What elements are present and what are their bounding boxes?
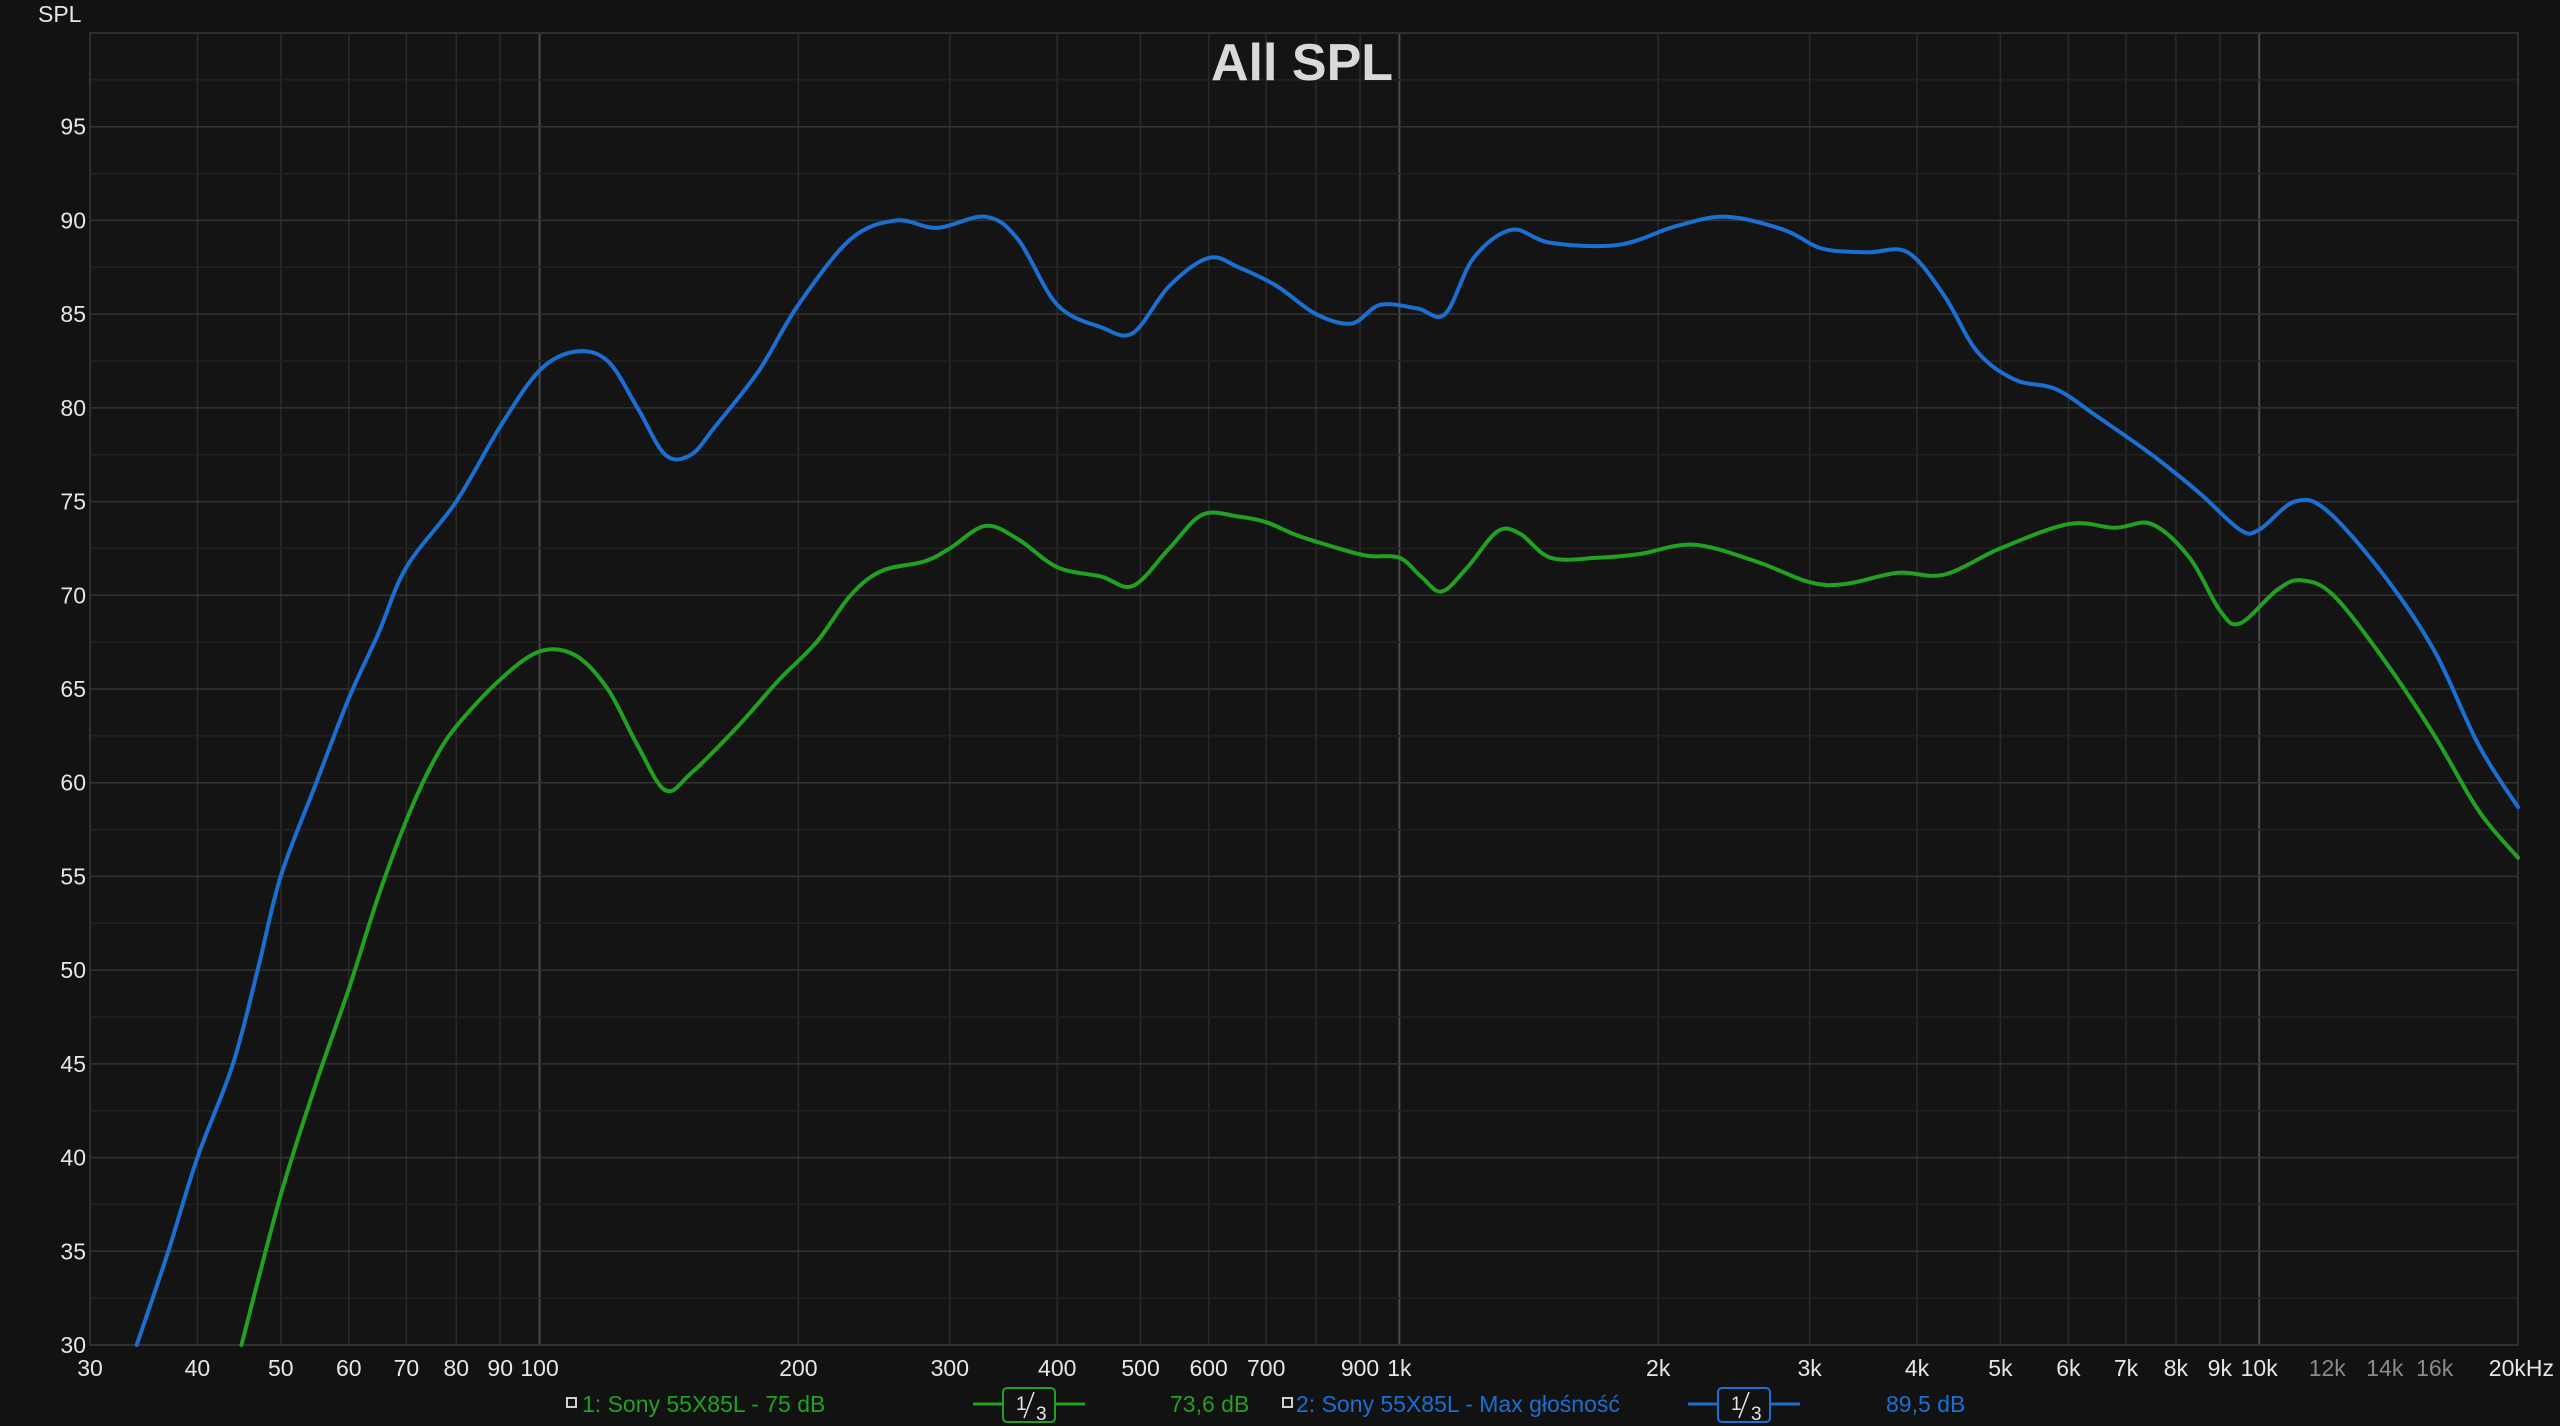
x-tick-label: 30	[77, 1355, 103, 1381]
legend-name-series-2[interactable]: 2: Sony 55X85L - Max głośność	[1296, 1391, 1620, 1417]
x-tick-label: 20kHz	[2489, 1355, 2554, 1381]
x-tick-label: 9k	[2208, 1355, 2233, 1381]
x-tick-label: 900	[1341, 1355, 1379, 1381]
legend-name-series-1[interactable]: 1: Sony 55X85L - 75 dB	[582, 1391, 825, 1417]
x-tick-label: 1k	[1387, 1355, 1412, 1381]
x-tick-label: 400	[1038, 1355, 1076, 1381]
y-tick-label: 35	[60, 1238, 86, 1264]
y-tick-label: 50	[60, 957, 86, 983]
chart-title: All SPL	[1211, 34, 1393, 92]
y-tick-label: 30	[60, 1332, 86, 1358]
x-tick-label: 10k	[2241, 1355, 2279, 1381]
x-tick-label: 600	[1189, 1355, 1227, 1381]
x-tick-label: 50	[268, 1355, 294, 1381]
y-axis-ticks: 30 35 40 45 50 55 60 65 70 75 80 85 90 95	[60, 114, 86, 1358]
series-line-2	[134, 214, 2520, 1347]
y-tick-label: 95	[60, 114, 86, 140]
x-tick-label: 40	[185, 1355, 211, 1381]
x-tick-label: 12k	[2309, 1355, 2347, 1381]
x-tick-label: 70	[394, 1355, 420, 1381]
x-tick-label: 700	[1247, 1355, 1285, 1381]
y-tick-label: 80	[60, 395, 86, 421]
x-tick-label: 500	[1121, 1355, 1159, 1381]
x-tick-label: 6k	[2056, 1355, 2081, 1381]
x-tick-label: 100	[520, 1355, 558, 1381]
legend-checkbox-series-1[interactable]	[566, 1397, 577, 1408]
y-tick-label: 85	[60, 301, 86, 327]
y-tick-label: 40	[60, 1145, 86, 1171]
x-axis-ticks: 30 40 50 60 70 80 90 100 200 300 400 500 600 700 900 1k…	[77, 1355, 2554, 1381]
x-tick-label: 300	[931, 1355, 969, 1381]
x-tick-label: 16k	[2416, 1355, 2454, 1381]
legend: 1: Sony 55X85L - 75 dB 1 3 73,6 dB 2: So…	[566, 1387, 1965, 1425]
legend-smoothing-den-series-1: 3	[1036, 1404, 1047, 1425]
x-tick-label: 80	[443, 1355, 469, 1381]
series-line-1	[239, 510, 2520, 1347]
x-tick-label: 2k	[1646, 1355, 1671, 1381]
grid-lines	[89, 32, 2519, 1346]
x-tick-label: 7k	[2114, 1355, 2139, 1381]
legend-smoothing-num-series-2: 1	[1731, 1394, 1742, 1415]
y-tick-label: 90	[60, 207, 86, 233]
y-tick-label: 70	[60, 582, 86, 608]
x-tick-label: 200	[779, 1355, 817, 1381]
plot-border	[89, 32, 2519, 1346]
legend-value-series-1: 73,6 dB	[1170, 1391, 1249, 1417]
y-tick-label: 45	[60, 1051, 86, 1077]
legend-smoothing-slash-series-1	[1023, 1391, 1035, 1419]
y-tick-label: 60	[60, 770, 86, 796]
legend-value-series-2: 89,5 dB	[1886, 1391, 1965, 1417]
y-tick-label: 75	[60, 489, 86, 515]
x-tick-label: 60	[336, 1355, 362, 1381]
series-lines	[134, 214, 2520, 1347]
legend-smoothing-slash-series-2	[1738, 1391, 1750, 1419]
x-tick-label: 4k	[1905, 1355, 1930, 1381]
legend-smoothing-den-series-2: 3	[1751, 1404, 1762, 1425]
y-tick-label: 65	[60, 676, 86, 702]
legend-entry-series-2[interactable]: 2: Sony 55X85L - Max głośność 1 3 89,5 d…	[1282, 1387, 1965, 1425]
x-tick-label: 8k	[2164, 1355, 2189, 1381]
legend-entry-series-1[interactable]: 1: Sony 55X85L - 75 dB 1 3 73,6 dB	[566, 1387, 1249, 1425]
legend-smoothing-num-series-1: 1	[1016, 1394, 1027, 1415]
y-tick-label: 55	[60, 863, 86, 889]
x-tick-label: 3k	[1797, 1355, 1822, 1381]
x-tick-label: 90	[487, 1355, 513, 1381]
y-axis-label: SPL	[38, 1, 82, 27]
legend-checkbox-series-2[interactable]	[1282, 1397, 1293, 1408]
x-tick-label: 14k	[2366, 1355, 2404, 1381]
x-tick-label: 5k	[1988, 1355, 2013, 1381]
